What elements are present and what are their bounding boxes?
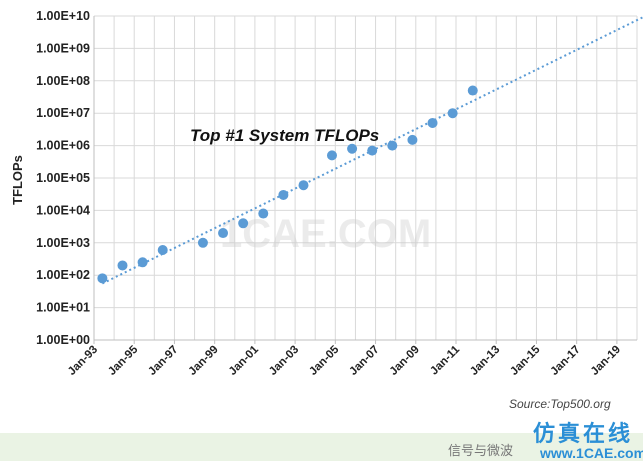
source-note: Source:Top500.org: [509, 397, 611, 411]
y-tick-labels: 1.00E+00 1.00E+01 1.00E+02 1.00E+03 1.00E+04…: [36, 9, 90, 347]
watermark-brand-cn: 仿真在线: [533, 421, 633, 446]
data-point: [218, 228, 229, 239]
y-tick-label: 1.00E+09: [36, 41, 90, 55]
data-point: [197, 237, 208, 248]
y-tick-label: 1.00E+06: [36, 139, 90, 153]
grid-lines: [93, 15, 638, 341]
y-tick-label: 1.00E+05: [36, 171, 90, 185]
chart-annotation: Top #1 System TFLOPs: [190, 126, 379, 145]
data-point: [387, 140, 398, 151]
data-point: [117, 260, 128, 271]
data-point: [97, 273, 108, 284]
data-point: [427, 117, 438, 128]
y-tick-label: 1.00E+03: [36, 236, 90, 250]
data-point: [407, 134, 418, 145]
data-points: [97, 85, 478, 284]
y-tick-label: 1.00E+08: [36, 74, 90, 88]
data-point: [326, 150, 337, 161]
trend-line: [101, 16, 643, 285]
footer-band: [0, 433, 643, 461]
data-point: [447, 108, 458, 119]
y-tick-label: 1.00E+00: [36, 333, 90, 347]
y-tick-label: 1.00E+07: [36, 106, 90, 120]
data-point: [137, 257, 148, 268]
data-point: [278, 189, 289, 200]
y-tick-label: 1.00E+01: [36, 301, 90, 315]
watermark-center: 1CAE.COM: [220, 212, 431, 256]
data-point: [238, 218, 249, 229]
y-axis-label: TFLOPs: [10, 155, 25, 205]
data-point: [298, 180, 309, 191]
watermark-side-text: 信号与微波: [448, 443, 513, 458]
data-point: [347, 143, 358, 154]
y-tick-label: 1.00E+04: [36, 203, 90, 217]
data-point: [258, 208, 269, 219]
watermark-brand-en: www.1CAE.com: [539, 445, 643, 461]
y-tick-label: 1.00E+10: [36, 9, 90, 23]
data-point: [467, 85, 478, 96]
y-tick-label: 1.00E+02: [36, 268, 90, 282]
data-point: [157, 244, 168, 255]
data-point: [367, 145, 378, 156]
axes: [93, 16, 637, 344]
